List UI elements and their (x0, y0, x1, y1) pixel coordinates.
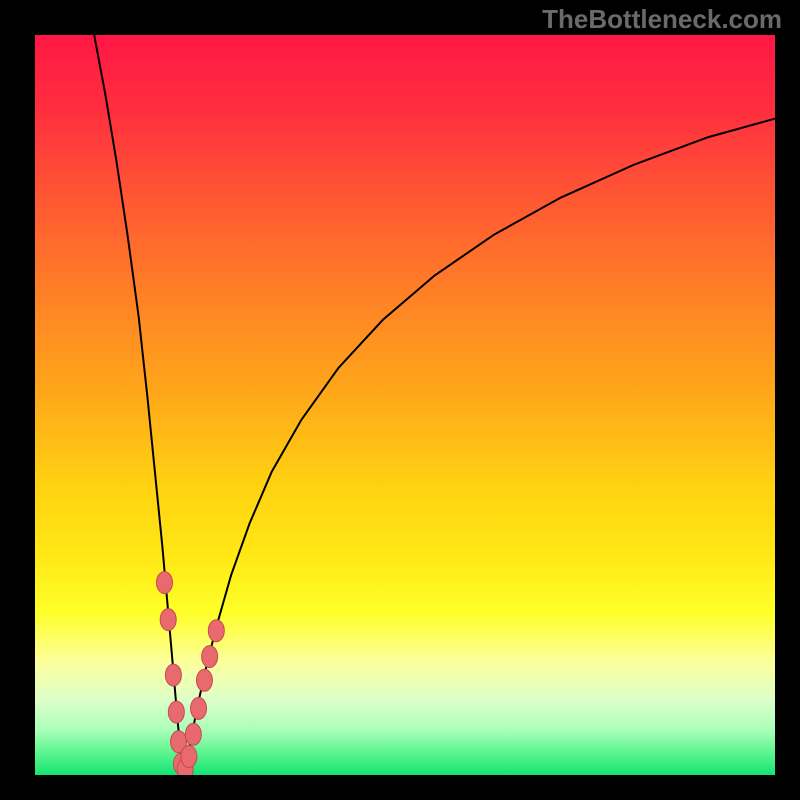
chart-stage: TheBottleneck.com (0, 0, 800, 800)
data-marker (208, 620, 224, 642)
data-marker (160, 609, 176, 631)
gradient-background (35, 35, 775, 775)
data-marker (196, 669, 212, 691)
data-marker (181, 746, 197, 768)
plot-area (35, 35, 775, 775)
data-marker (191, 697, 207, 719)
plot-svg (35, 35, 775, 775)
data-marker (168, 701, 184, 723)
data-marker (165, 664, 181, 686)
data-marker (185, 723, 201, 745)
data-marker (202, 646, 218, 668)
data-marker (157, 572, 173, 594)
watermark-text: TheBottleneck.com (542, 4, 782, 35)
